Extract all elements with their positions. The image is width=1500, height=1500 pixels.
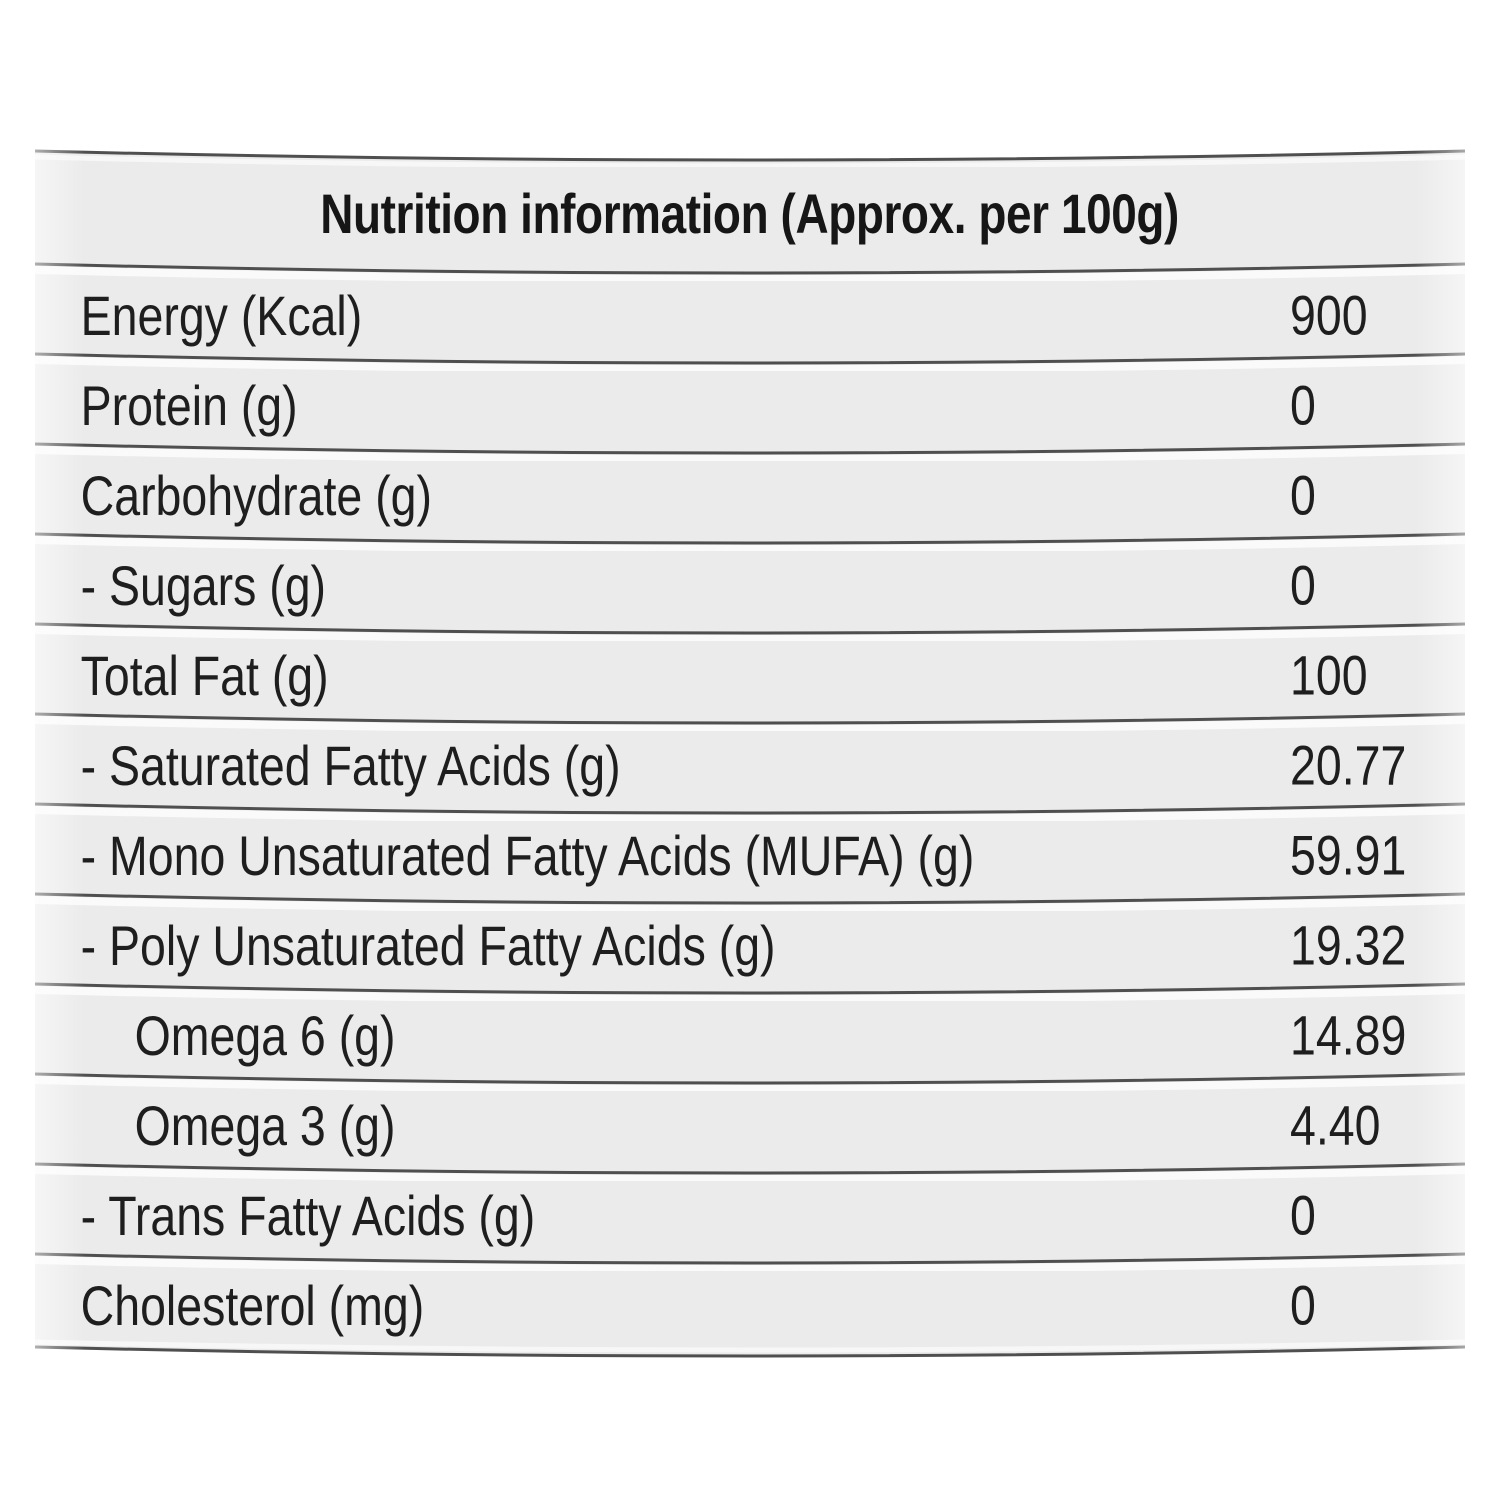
table-row: Energy (Kcal) 900 (35, 281, 1465, 349)
table-bottom-border (35, 1339, 1465, 1367)
table-row: Cholesterol (mg) 0 (35, 1271, 1465, 1339)
table-row: Omega 3 (g) 4.40 (35, 1091, 1465, 1159)
row-value: 0 (1290, 463, 1316, 527)
nutrition-table: Nutrition information (Approx. per 100g)… (35, 145, 1465, 1367)
table-row: Omega 6 (g) 14.89 (35, 1001, 1465, 1069)
row-value: 0 (1290, 373, 1316, 437)
table-row: Protein (g) 0 (35, 371, 1465, 439)
row-label: Total Fat (g) (80, 643, 329, 707)
row-label: - Poly Unsaturated Fatty Acids (g) (80, 913, 776, 977)
row-label: - Mono Unsaturated Fatty Acids (MUFA) (g… (80, 823, 975, 887)
row-value: 20.77 (1290, 733, 1407, 797)
row-label: Carbohydrate (g) (80, 463, 432, 527)
row-label: - Sugars (g) (80, 553, 327, 617)
row-separator (35, 709, 1465, 731)
row-separator (35, 1159, 1465, 1181)
table-row: - Trans Fatty Acids (g) 0 (35, 1181, 1465, 1249)
table-row: - Mono Unsaturated Fatty Acids (MUFA) (g… (35, 821, 1465, 889)
row-value: 0 (1290, 1273, 1316, 1337)
table-header: Nutrition information (Approx. per 100g) (35, 167, 1465, 259)
row-value: 19.32 (1290, 913, 1407, 977)
table-row: Total Fat (g) 100 (35, 641, 1465, 709)
table-row: - Poly Unsaturated Fatty Acids (g) 19.32 (35, 911, 1465, 979)
row-separator (35, 1069, 1465, 1091)
row-separator (35, 889, 1465, 911)
row-separator (35, 439, 1465, 461)
row-label: Cholesterol (mg) (80, 1273, 425, 1337)
table-top-border (35, 145, 1465, 167)
row-value: 0 (1290, 553, 1316, 617)
row-value: 0 (1290, 1183, 1316, 1247)
row-separator (35, 529, 1465, 551)
table-row: - Sugars (g) 0 (35, 551, 1465, 619)
row-separator (35, 619, 1465, 641)
row-label: Energy (Kcal) (80, 283, 363, 347)
row-separator (35, 349, 1465, 371)
row-value: 59.91 (1290, 823, 1407, 887)
row-separator (35, 799, 1465, 821)
row-label: Omega 6 (g) (134, 1003, 396, 1067)
row-label: - Saturated Fatty Acids (g) (80, 733, 621, 797)
row-value: 100 (1290, 643, 1368, 707)
row-label: - Trans Fatty Acids (g) (80, 1183, 536, 1247)
table-title: Nutrition information (Approx. per 100g) (320, 181, 1180, 245)
row-value: 900 (1290, 283, 1368, 347)
row-separator (35, 259, 1465, 281)
row-label: Omega 3 (g) (134, 1093, 396, 1157)
table-row: - Saturated Fatty Acids (g) 20.77 (35, 731, 1465, 799)
row-separator (35, 1249, 1465, 1271)
row-separator (35, 979, 1465, 1001)
row-value: 4.40 (1290, 1093, 1381, 1157)
row-value: 14.89 (1290, 1003, 1407, 1067)
table-row: Carbohydrate (g) 0 (35, 461, 1465, 529)
row-label: Protein (g) (80, 373, 298, 437)
